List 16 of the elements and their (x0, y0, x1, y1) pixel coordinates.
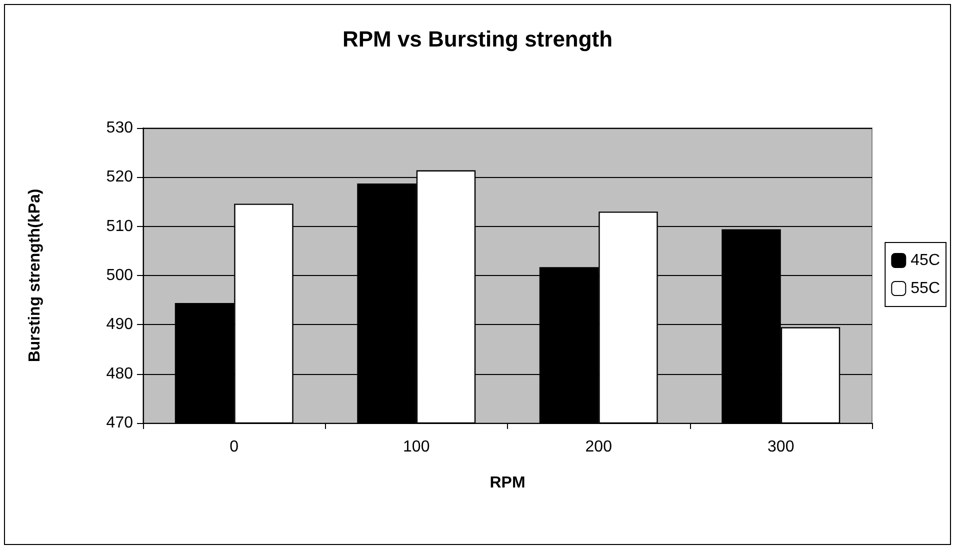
legend-label: 55C (910, 280, 940, 297)
y-axis-title: Bursting strength(kPa) (26, 188, 44, 362)
legend-label: 45C (910, 252, 940, 269)
x-tick-label: 100 (403, 438, 430, 456)
x-tick-label: 200 (585, 438, 612, 456)
x-axis-title: RPM (490, 474, 526, 492)
y-tick-label: 490 (106, 316, 134, 334)
y-tick-label: 470 (106, 414, 134, 432)
y-tick-label: 520 (106, 168, 134, 186)
x-tick-label: 300 (768, 438, 794, 456)
x-tick-label: 0 (230, 438, 239, 456)
y-tick-label: 530 (106, 120, 134, 136)
chart-title: RPM vs Bursting strength (342, 26, 613, 52)
y-tick-label: 500 (106, 267, 134, 284)
y-tick-label: 480 (106, 365, 134, 382)
y-tick-label: 510 (106, 218, 134, 235)
